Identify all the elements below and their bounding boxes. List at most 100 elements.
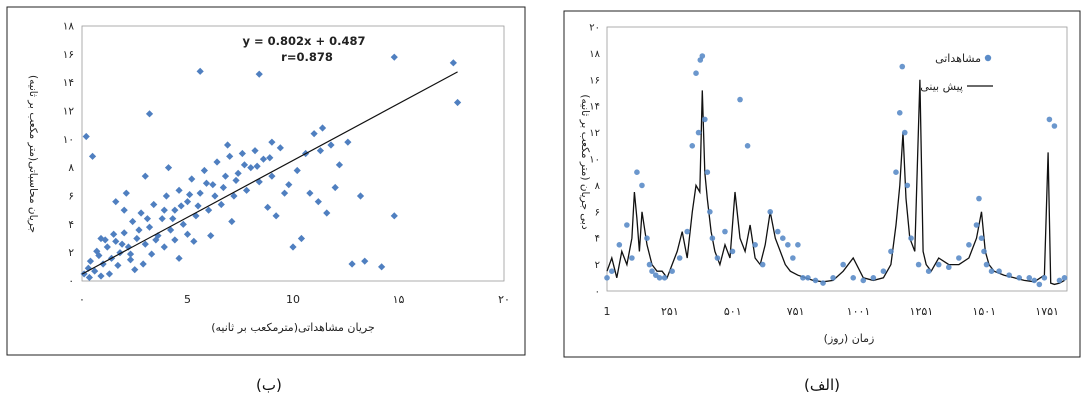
observed-point xyxy=(945,264,952,271)
scatter-point xyxy=(234,169,242,177)
scatter-point xyxy=(289,243,297,251)
scatter-point xyxy=(196,67,204,75)
scatter-y-tick-label: ۱۶ xyxy=(63,49,74,61)
scatter-point xyxy=(175,186,183,194)
time-x-tick-label: ۱۲۵۱ xyxy=(910,305,934,318)
observed-point xyxy=(669,268,675,275)
scatter-point xyxy=(310,130,318,138)
observed-point xyxy=(676,255,683,261)
observed-point xyxy=(925,268,932,275)
observed-point xyxy=(695,129,702,136)
observed-point xyxy=(744,143,751,149)
scatter-point xyxy=(253,162,261,170)
time-series-chart: ۰ ۲ ۴ ۶ ۸ ۱۰ ۱۲ ۱۴ ۱۶ ۱۸ ۲۰ 1 ۲۵۱ ۵۰۱ ۷۵۱ ۱۰۰۱ ۱۲۵۱ ۱۵۰۱… xyxy=(563,10,1081,358)
scatter-point xyxy=(160,243,168,251)
scatter-point xyxy=(85,273,93,282)
scatter-x-tick-label: 5 xyxy=(184,293,191,306)
scatter-point xyxy=(226,152,234,160)
time-y-axis-label: دبی جریان (متر مکعب بر ثانیه) xyxy=(579,94,591,230)
observed-point xyxy=(785,242,791,248)
scatter-point xyxy=(268,172,276,180)
time-x-tick-label: ۲۵۱ xyxy=(661,305,679,318)
scatter-y-tick-label: ۴ xyxy=(68,219,74,231)
scatter-x-axis-label: جریان مشاهداتی(مترمکعب بر ثانیه) xyxy=(211,321,375,334)
observed-point xyxy=(1031,277,1038,284)
legend-predicted-label: پیش بینی xyxy=(920,80,963,93)
observed-point xyxy=(935,261,942,268)
scatter-point xyxy=(344,138,352,146)
scatter-point xyxy=(207,232,215,240)
scatter-r-label: r=0.878 xyxy=(281,50,333,64)
scatter-point xyxy=(139,260,147,268)
scatter-point xyxy=(390,212,398,220)
observed-point xyxy=(767,209,774,215)
observed-point xyxy=(774,228,781,235)
scatter-y-ticks: ۰ ۲ ۴ ۶ ۸ ۱۰ ۱۲ ۱۴ ۱۶ ۱۸ xyxy=(63,21,75,288)
observed-point xyxy=(616,242,623,248)
observed-series-points xyxy=(604,53,1068,288)
observed-point xyxy=(1041,275,1048,281)
regression-line xyxy=(81,71,458,275)
observed-point xyxy=(629,255,635,261)
scatter-point xyxy=(217,200,225,209)
scatter-point xyxy=(390,53,398,61)
scatter-point xyxy=(122,189,130,197)
scatter-point xyxy=(133,234,141,243)
observed-point xyxy=(656,275,663,281)
scatter-point xyxy=(120,206,128,214)
scatter-point xyxy=(276,144,284,152)
scatter-point xyxy=(135,226,143,234)
scatter-point xyxy=(221,172,230,180)
observed-point xyxy=(805,275,811,281)
time-x-tick-label: ۱۵۰۱ xyxy=(972,305,996,318)
scatter-point xyxy=(264,203,272,211)
scatter-point xyxy=(297,234,306,243)
scatter-y-axis-label: جریان محاسباتی(متر مکعب بر ثانیه) xyxy=(27,75,39,233)
observed-point xyxy=(983,261,990,268)
scatter-plot-area xyxy=(81,25,505,282)
scatter-point xyxy=(141,172,149,180)
scatter-point xyxy=(101,236,109,244)
scatter-point xyxy=(105,270,114,278)
scatter-y-tick-label: ۱۲ xyxy=(63,106,75,118)
legend-observed-marker xyxy=(984,54,992,62)
observed-point xyxy=(860,277,867,284)
scatter-point xyxy=(361,257,369,265)
observed-point xyxy=(1036,281,1043,288)
time-y-tick-label: ۸ xyxy=(595,181,601,192)
scatter-x-ticks: ۰ 5 10 ۱۵ ۲۰ xyxy=(79,293,510,306)
scatter-point xyxy=(293,166,301,175)
scatter-point xyxy=(266,154,274,162)
scatter-y-tick-label: ۰ xyxy=(68,276,74,288)
observed-point xyxy=(830,275,836,281)
scatter-point xyxy=(110,230,118,238)
scatter-point xyxy=(240,161,249,169)
scatter-point xyxy=(323,209,331,217)
scatter-point xyxy=(232,176,240,185)
scatter-point xyxy=(223,141,232,149)
scatter-point xyxy=(171,236,179,244)
observed-point xyxy=(899,63,906,70)
scatter-point xyxy=(91,267,99,275)
scatter-point xyxy=(200,166,208,175)
observed-point xyxy=(639,182,645,189)
scatter-y-tick-label: ۸ xyxy=(68,162,74,174)
time-x-tick-label: ۱۷۵۱ xyxy=(1035,305,1059,318)
scatter-point xyxy=(145,110,154,118)
observed-point xyxy=(704,169,711,175)
scatter-point xyxy=(190,237,198,245)
scatter-point xyxy=(378,263,386,271)
observed-point xyxy=(661,275,668,281)
scatter-fit-line xyxy=(81,71,458,275)
observed-point xyxy=(1046,116,1053,123)
scatter-point xyxy=(143,215,152,223)
observed-point xyxy=(915,261,922,268)
observed-point xyxy=(956,255,962,261)
scatter-point xyxy=(331,183,339,192)
scatter-point xyxy=(112,198,120,206)
observed-point xyxy=(790,255,796,261)
time-y-tick-label: ۱۸ xyxy=(589,49,600,60)
observed-point xyxy=(604,275,610,281)
scatter-point xyxy=(318,124,327,132)
scatter-point xyxy=(97,272,105,280)
